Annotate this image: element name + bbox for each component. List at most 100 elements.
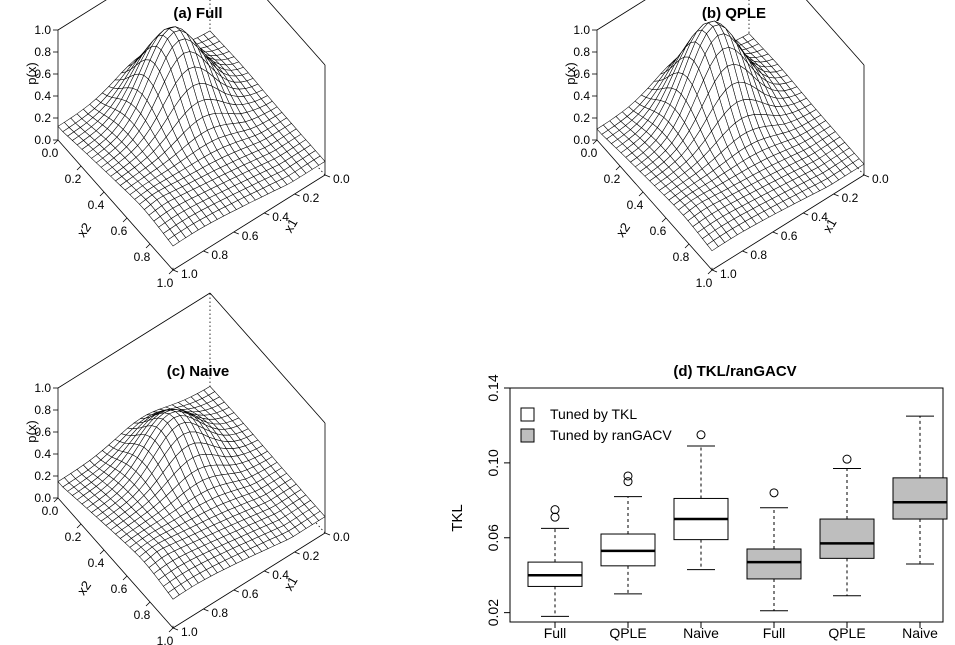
z-tick-label: 0.8 xyxy=(573,45,590,59)
z-tick-label: 0.2 xyxy=(573,111,590,125)
x2-tick xyxy=(53,497,59,503)
x2-axis-label: x2 xyxy=(74,578,94,598)
x2-tick-label: 0.0 xyxy=(581,146,598,160)
x1-tick xyxy=(264,212,270,216)
z-tick-label: 0.4 xyxy=(573,89,590,103)
z-tick-label: 0.2 xyxy=(34,469,51,483)
x1-tick xyxy=(324,174,331,178)
box-edge xyxy=(57,497,174,629)
x1-tick-label: 0.4 xyxy=(811,210,828,224)
outlier-point xyxy=(842,454,852,464)
z-tick-label: 0.0 xyxy=(34,133,51,147)
box-tkl-naive xyxy=(673,430,729,571)
x1-tick-label: 0.6 xyxy=(242,229,259,243)
x2-tick xyxy=(168,269,174,275)
x2-tick xyxy=(615,165,621,171)
x1-tick-label: 0.2 xyxy=(303,549,320,563)
y-tick-label: 0.10 xyxy=(485,449,501,476)
x2-tick xyxy=(592,139,598,145)
outlier-point xyxy=(623,471,633,481)
x2-tick-label: 1.0 xyxy=(696,276,713,290)
legend: Tuned by TKL Tuned by ranGACV xyxy=(520,406,672,443)
x1-axis-label: x1 xyxy=(281,216,301,235)
x1-tick-label: 0.4 xyxy=(272,568,289,582)
x2-tick-label: 0.0 xyxy=(42,146,59,160)
x1-tick-label: 0.4 xyxy=(272,210,289,224)
x2-tick-label: 0.8 xyxy=(673,250,690,264)
outlier-point xyxy=(696,430,706,440)
x2-tick xyxy=(122,575,128,581)
surface-facet xyxy=(167,588,180,600)
x1-tick-label: 0.2 xyxy=(303,191,320,205)
y-tick-label: 0.14 xyxy=(485,374,501,401)
surface-mesh xyxy=(57,26,326,247)
x1-tick xyxy=(803,212,809,216)
box-edge xyxy=(596,139,713,271)
x1-tick xyxy=(294,551,300,555)
x1-tick-label: 0.2 xyxy=(842,191,859,205)
surface-panel-naive: (c) Naive 0.0 0.2 0.4 0.6 0.8 1.0 p(x) 0.0 0.2 0.4… xyxy=(24,292,350,645)
x-tick-label: QPLE xyxy=(609,625,646,641)
x2-axis-label: x2 xyxy=(74,220,94,240)
box-edge xyxy=(596,0,646,31)
x2-tick xyxy=(684,243,690,249)
x1-tick-label: 0.0 xyxy=(333,530,350,544)
legend-swatch xyxy=(520,428,535,443)
x1-tick xyxy=(172,269,179,273)
x2-tick-label: 0.4 xyxy=(627,198,644,212)
y-tick-label: 0.06 xyxy=(485,524,501,551)
x-tick-label: QPLE xyxy=(828,625,865,641)
x1-tick xyxy=(863,174,870,178)
z-tick-label: 1.0 xyxy=(573,23,590,37)
box-tkl-qple xyxy=(600,471,656,595)
outlier-point xyxy=(550,512,560,522)
x2-tick-label: 0.6 xyxy=(111,224,128,238)
x2-tick xyxy=(638,191,644,197)
x2-tick xyxy=(76,165,82,171)
box-edge xyxy=(172,174,326,271)
y-axis-label: TKL xyxy=(449,504,466,532)
x1-tick xyxy=(172,627,179,631)
x2-tick-label: 1.0 xyxy=(157,276,174,290)
x1-tick-label: 1.0 xyxy=(181,267,198,281)
x1-tick-label: 0.0 xyxy=(872,172,889,186)
box-iqr xyxy=(819,518,875,559)
x1-tick-label: 0.6 xyxy=(781,229,798,243)
box-iqr xyxy=(892,477,948,520)
x2-tick-label: 1.0 xyxy=(157,634,174,645)
box-edge xyxy=(266,0,326,66)
x2-tick-label: 0.6 xyxy=(650,224,667,238)
x2-tick-label: 0.8 xyxy=(134,608,151,622)
x1-tick xyxy=(711,269,718,273)
x1-tick xyxy=(233,589,239,593)
box-iqr xyxy=(746,548,802,580)
x-tick-label: Full xyxy=(763,625,786,641)
box-edge xyxy=(209,292,326,424)
box-edge xyxy=(711,174,865,271)
x1-tick xyxy=(324,532,331,536)
box-edge xyxy=(57,0,107,31)
x2-tick-label: 0.4 xyxy=(88,556,105,570)
x1-axis-label: x1 xyxy=(281,574,301,593)
panel-title: (c) Naive xyxy=(167,363,230,380)
box-rangacv-full xyxy=(746,488,802,612)
x1-tick-label: 1.0 xyxy=(720,267,737,281)
z-tick-label: 0.4 xyxy=(34,89,51,103)
legend-label: Tuned by TKL xyxy=(550,406,637,422)
x2-tick xyxy=(145,243,151,249)
x1-tick xyxy=(203,250,209,254)
x2-tick xyxy=(168,627,174,633)
x1-tick xyxy=(294,193,300,197)
z-axis-label: p(x) xyxy=(24,62,39,84)
x2-tick-label: 0.0 xyxy=(42,504,59,518)
panel-title: (b) QPLE xyxy=(702,5,766,22)
outlier-point xyxy=(623,477,633,487)
x1-tick-label: 0.6 xyxy=(242,587,259,601)
x2-tick-label: 0.2 xyxy=(65,172,82,186)
x2-tick xyxy=(122,217,128,223)
box-rangacv-naive xyxy=(892,415,948,565)
box-edge xyxy=(57,292,211,389)
box-edge xyxy=(805,0,865,66)
legend-label: Tuned by ranGACV xyxy=(550,427,672,443)
